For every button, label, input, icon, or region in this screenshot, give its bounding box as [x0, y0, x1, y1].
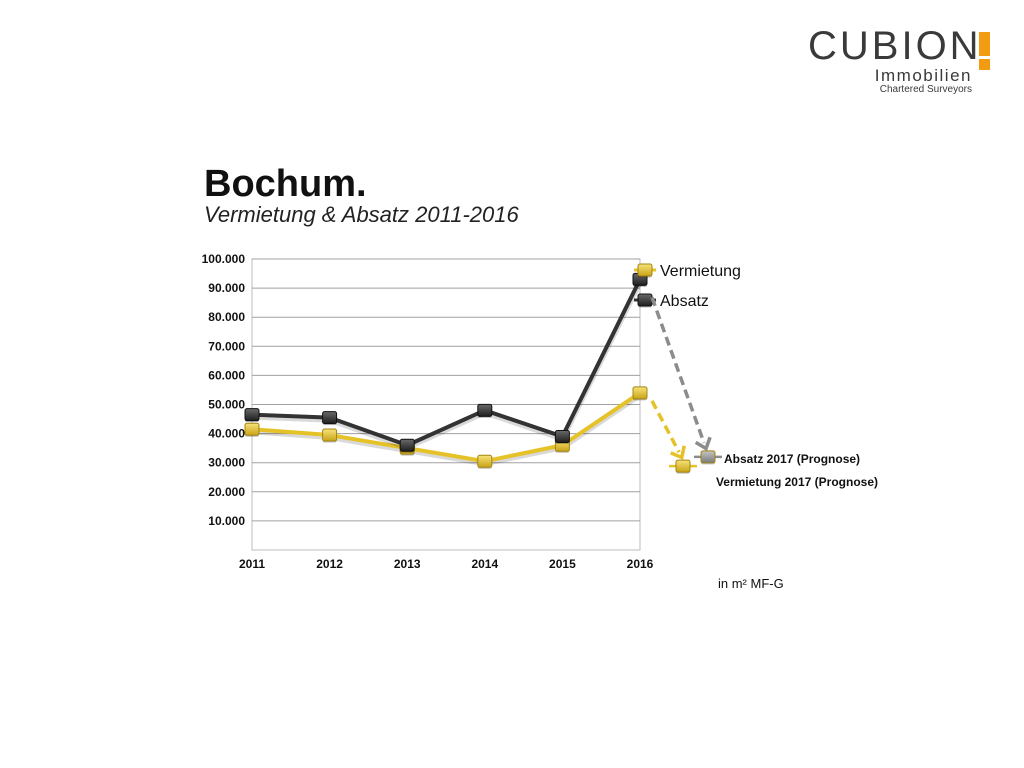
- legend-marker-absatz: [637, 293, 653, 308]
- forecast-label: Vermietung 2017 (Prognose): [716, 475, 878, 489]
- y-tick-label: 80.000: [208, 310, 245, 324]
- logo-accent-bar: [979, 32, 990, 56]
- page-subtitle: Vermietung & Absatz 2011-2016: [204, 202, 519, 227]
- x-tick-label: 2015: [549, 557, 576, 571]
- forecast-marker: [700, 450, 716, 465]
- y-tick-label: 10.000: [208, 514, 245, 528]
- y-tick-label: 40.000: [208, 427, 245, 441]
- series-line-vermietung: [251, 391, 642, 464]
- x-tick-label: 2014: [471, 557, 498, 571]
- y-tick-label: 60.000: [208, 368, 245, 382]
- legend-label-absatz: Absatz: [660, 293, 709, 310]
- logo-wordmark: CUBION: [808, 24, 982, 68]
- y-tick-label: 20.000: [208, 485, 245, 499]
- x-tick-label: 2013: [394, 557, 421, 571]
- forecast-arrow-head: [694, 436, 712, 452]
- page-title: Bochum.: [204, 163, 367, 205]
- logo-accent-dot: [979, 59, 990, 70]
- x-tick-label: 2016: [627, 557, 654, 571]
- series-line-absatz: [251, 278, 642, 448]
- unit-label: in m² MF-G: [718, 576, 784, 591]
- y-tick-label: 70.000: [208, 339, 245, 353]
- y-tick-label: 50.000: [208, 398, 245, 412]
- legend-label-vermietung: Vermietung: [660, 263, 741, 280]
- forecast-arrow-head: [670, 445, 686, 460]
- data-point-vermietung: [244, 422, 260, 437]
- series-shadow-absatz: [251, 280, 643, 451]
- data-point-vermietung: [477, 454, 493, 469]
- data-point-absatz: [322, 411, 338, 426]
- legend-marker-vermietung: [637, 263, 653, 278]
- y-tick-label: 30.000: [208, 456, 245, 470]
- forecast-arrow-line: [650, 296, 706, 444]
- data-point-absatz: [554, 430, 570, 445]
- data-point-vermietung: [632, 386, 648, 401]
- x-tick-label: 2012: [316, 557, 343, 571]
- forecast-arrow-line: [650, 400, 681, 453]
- data-point-absatz: [477, 403, 493, 418]
- logo-subtitle-surveyors: Chartered Surveyors: [879, 84, 972, 95]
- forecast-marker: [675, 459, 691, 474]
- data-point-absatz: [399, 438, 415, 453]
- y-tick-label: 90.000: [208, 281, 245, 295]
- data-point-absatz: [244, 408, 260, 423]
- cubion-logo: CUBION Immobilien Chartered Surveyors: [808, 26, 998, 100]
- logo-subtitle-immobilien: Immobilien: [874, 66, 972, 85]
- data-point-vermietung: [322, 428, 338, 443]
- forecast-label: Absatz 2017 (Prognose): [724, 452, 860, 466]
- x-tick-label: 2011: [239, 557, 265, 571]
- y-tick-label: 100.000: [202, 252, 246, 266]
